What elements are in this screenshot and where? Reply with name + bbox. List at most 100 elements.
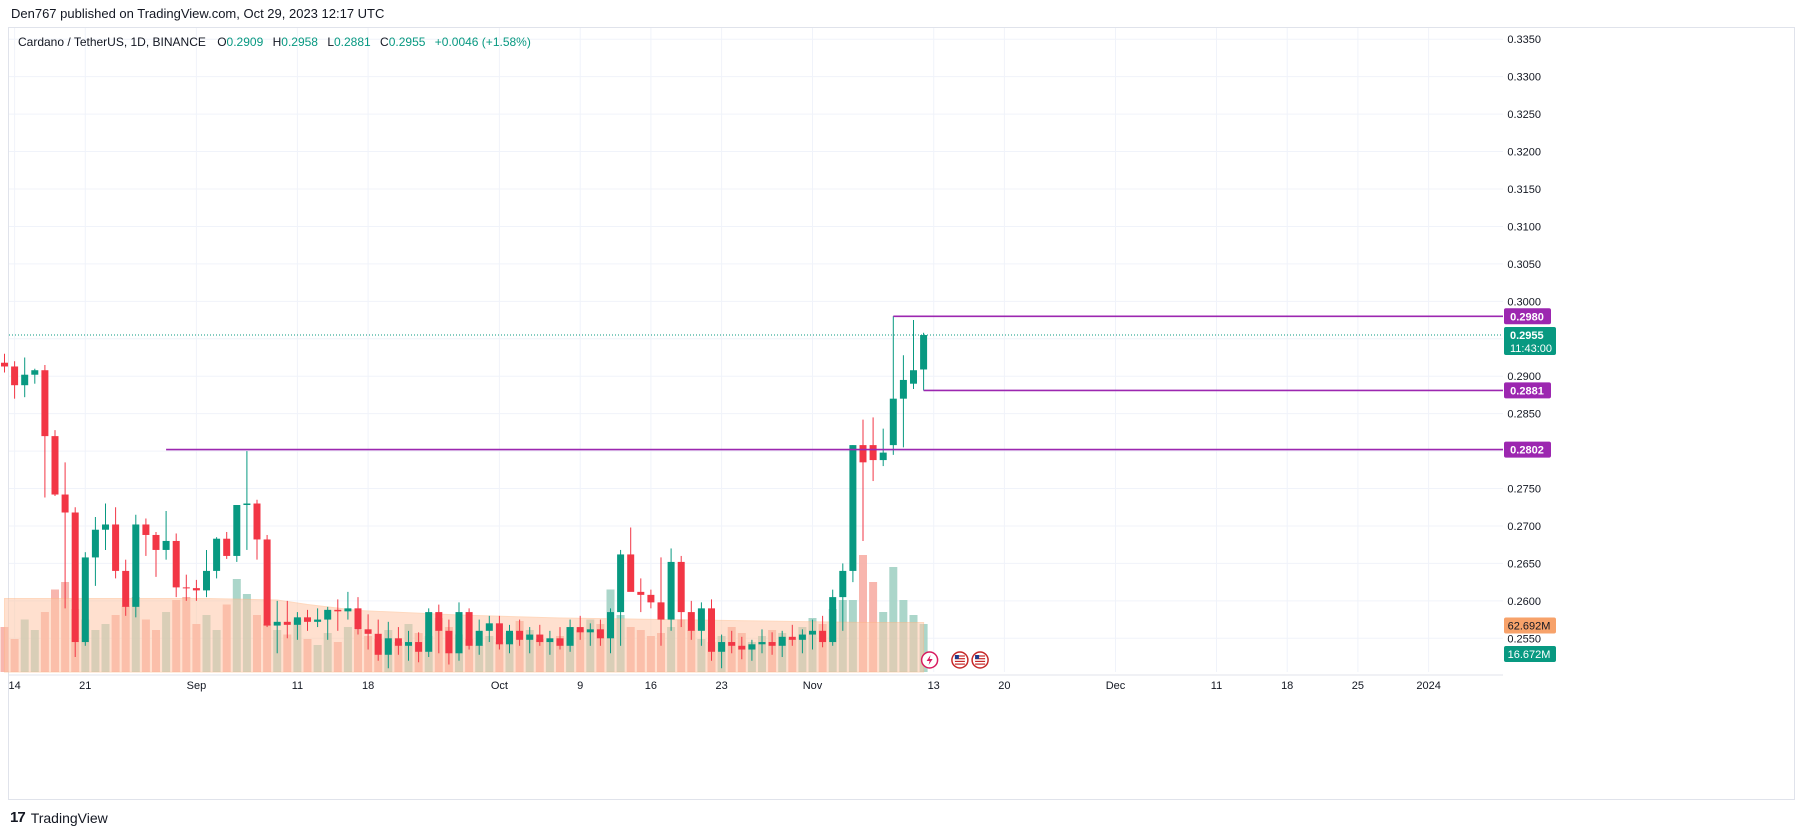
candle-body xyxy=(354,608,362,630)
flag-canton xyxy=(975,655,980,659)
candle-body xyxy=(172,540,180,588)
candle-body xyxy=(617,554,625,613)
candle-body xyxy=(677,561,685,613)
candle-body xyxy=(384,638,392,655)
candle-body xyxy=(910,370,917,384)
time-tick-label: 16 xyxy=(645,680,657,692)
candle-body xyxy=(738,645,746,650)
time-tick-label: 25 xyxy=(1352,680,1364,692)
chart-frame xyxy=(8,27,1795,800)
us-flag-event-icon xyxy=(951,651,969,669)
legend-change: +0.0046 (+1.58%) xyxy=(434,35,531,49)
time-tick-label: 21 xyxy=(79,680,91,692)
candle-body xyxy=(859,445,867,463)
volume-bar xyxy=(889,567,898,672)
volume-last-label: 16.672M xyxy=(1508,649,1551,661)
volume-last-label-bg xyxy=(1504,646,1556,662)
candle-body xyxy=(314,619,322,622)
candle-body xyxy=(475,630,483,646)
candle-body xyxy=(637,591,645,595)
candle-body xyxy=(203,570,210,591)
candle-body xyxy=(506,630,513,645)
level-label: 0.2802 xyxy=(1510,445,1544,457)
time-tick-label: 23 xyxy=(715,680,727,692)
time-tick-label: 11 xyxy=(292,680,303,692)
candle-body xyxy=(839,570,847,598)
candle-body xyxy=(11,366,19,386)
candle-body xyxy=(647,594,655,603)
candle-body xyxy=(31,370,39,375)
candle-body xyxy=(304,617,311,622)
candle-body xyxy=(778,636,786,646)
legend-low-label: L xyxy=(327,35,334,49)
candle-body xyxy=(152,534,160,550)
candle-body xyxy=(223,538,231,556)
candle-body xyxy=(394,638,402,646)
flag-canton xyxy=(954,655,959,659)
candle-body xyxy=(708,608,715,652)
candle-body xyxy=(768,642,776,646)
price-tick-label: 0.3050 xyxy=(1507,259,1541,271)
candle-body xyxy=(102,524,109,530)
candle-body xyxy=(71,512,79,643)
candle-body xyxy=(899,379,907,399)
legend-low: 0.2881 xyxy=(334,35,371,49)
candle-body xyxy=(849,445,857,571)
candle-body xyxy=(81,557,89,643)
price-tick-label: 0.3300 xyxy=(1507,72,1541,84)
time-tick-label: Oct xyxy=(491,680,508,692)
candle-body xyxy=(283,621,291,625)
price-tick-label: 0.2700 xyxy=(1507,521,1541,533)
volume-bar xyxy=(859,555,867,672)
candle-body xyxy=(213,538,221,571)
legend-high: 0.2958 xyxy=(281,35,318,49)
footer-brand[interactable]: 17 TradingView xyxy=(10,806,108,830)
candle-body xyxy=(879,452,887,461)
volume-ma-label: 62.692M xyxy=(1508,621,1551,633)
price-tick-label: 0.2600 xyxy=(1507,596,1541,608)
candle-body xyxy=(627,554,635,592)
candle-body xyxy=(586,629,594,633)
candle-body xyxy=(455,612,463,654)
candle-body xyxy=(263,539,271,626)
candle-body xyxy=(607,612,614,639)
candle-body xyxy=(728,642,736,646)
candle-body xyxy=(61,494,69,513)
candle-body xyxy=(798,634,806,640)
level-label-bg xyxy=(1504,441,1551,458)
legend-close-label: C xyxy=(380,35,389,49)
tradingview-logo-icon: 17 xyxy=(10,809,26,826)
candle-body xyxy=(435,612,443,631)
candle-body xyxy=(273,621,281,626)
candle-body xyxy=(344,608,352,612)
candle-body xyxy=(253,503,261,540)
time-tick-label: 20 xyxy=(998,680,1010,692)
level-label-bg xyxy=(1504,382,1551,399)
candle-body xyxy=(21,374,29,386)
time-tick-label: 9 xyxy=(577,680,583,692)
candle-body xyxy=(182,587,190,589)
time-tick-label: 18 xyxy=(1281,680,1293,692)
ohlc-legend: Cardano / TetherUS, 1D, BINANCE O0.2909 … xyxy=(18,34,531,50)
time-tick-label: 13 xyxy=(928,680,940,692)
time-tick-label: 11 xyxy=(1211,680,1222,692)
legend-close: 0.2955 xyxy=(388,35,426,49)
candle-body xyxy=(869,445,877,461)
time-tick-label: Sep xyxy=(187,680,207,692)
candle-body xyxy=(516,630,524,640)
candle-body xyxy=(788,636,796,640)
candle-body xyxy=(566,627,574,646)
time-tick-label: 18 xyxy=(362,680,374,692)
candle-body xyxy=(415,642,423,652)
candle-body xyxy=(425,612,433,652)
candle-body xyxy=(819,630,827,643)
volume-ma-label-bg xyxy=(1504,617,1556,634)
legend-high-label: H xyxy=(272,35,282,49)
candle-body xyxy=(112,524,120,571)
candle-body xyxy=(465,612,473,646)
price-tick-label: 0.3250 xyxy=(1507,109,1541,121)
candle-body xyxy=(526,634,534,640)
candle-body xyxy=(485,623,493,631)
candle-body xyxy=(576,627,584,633)
